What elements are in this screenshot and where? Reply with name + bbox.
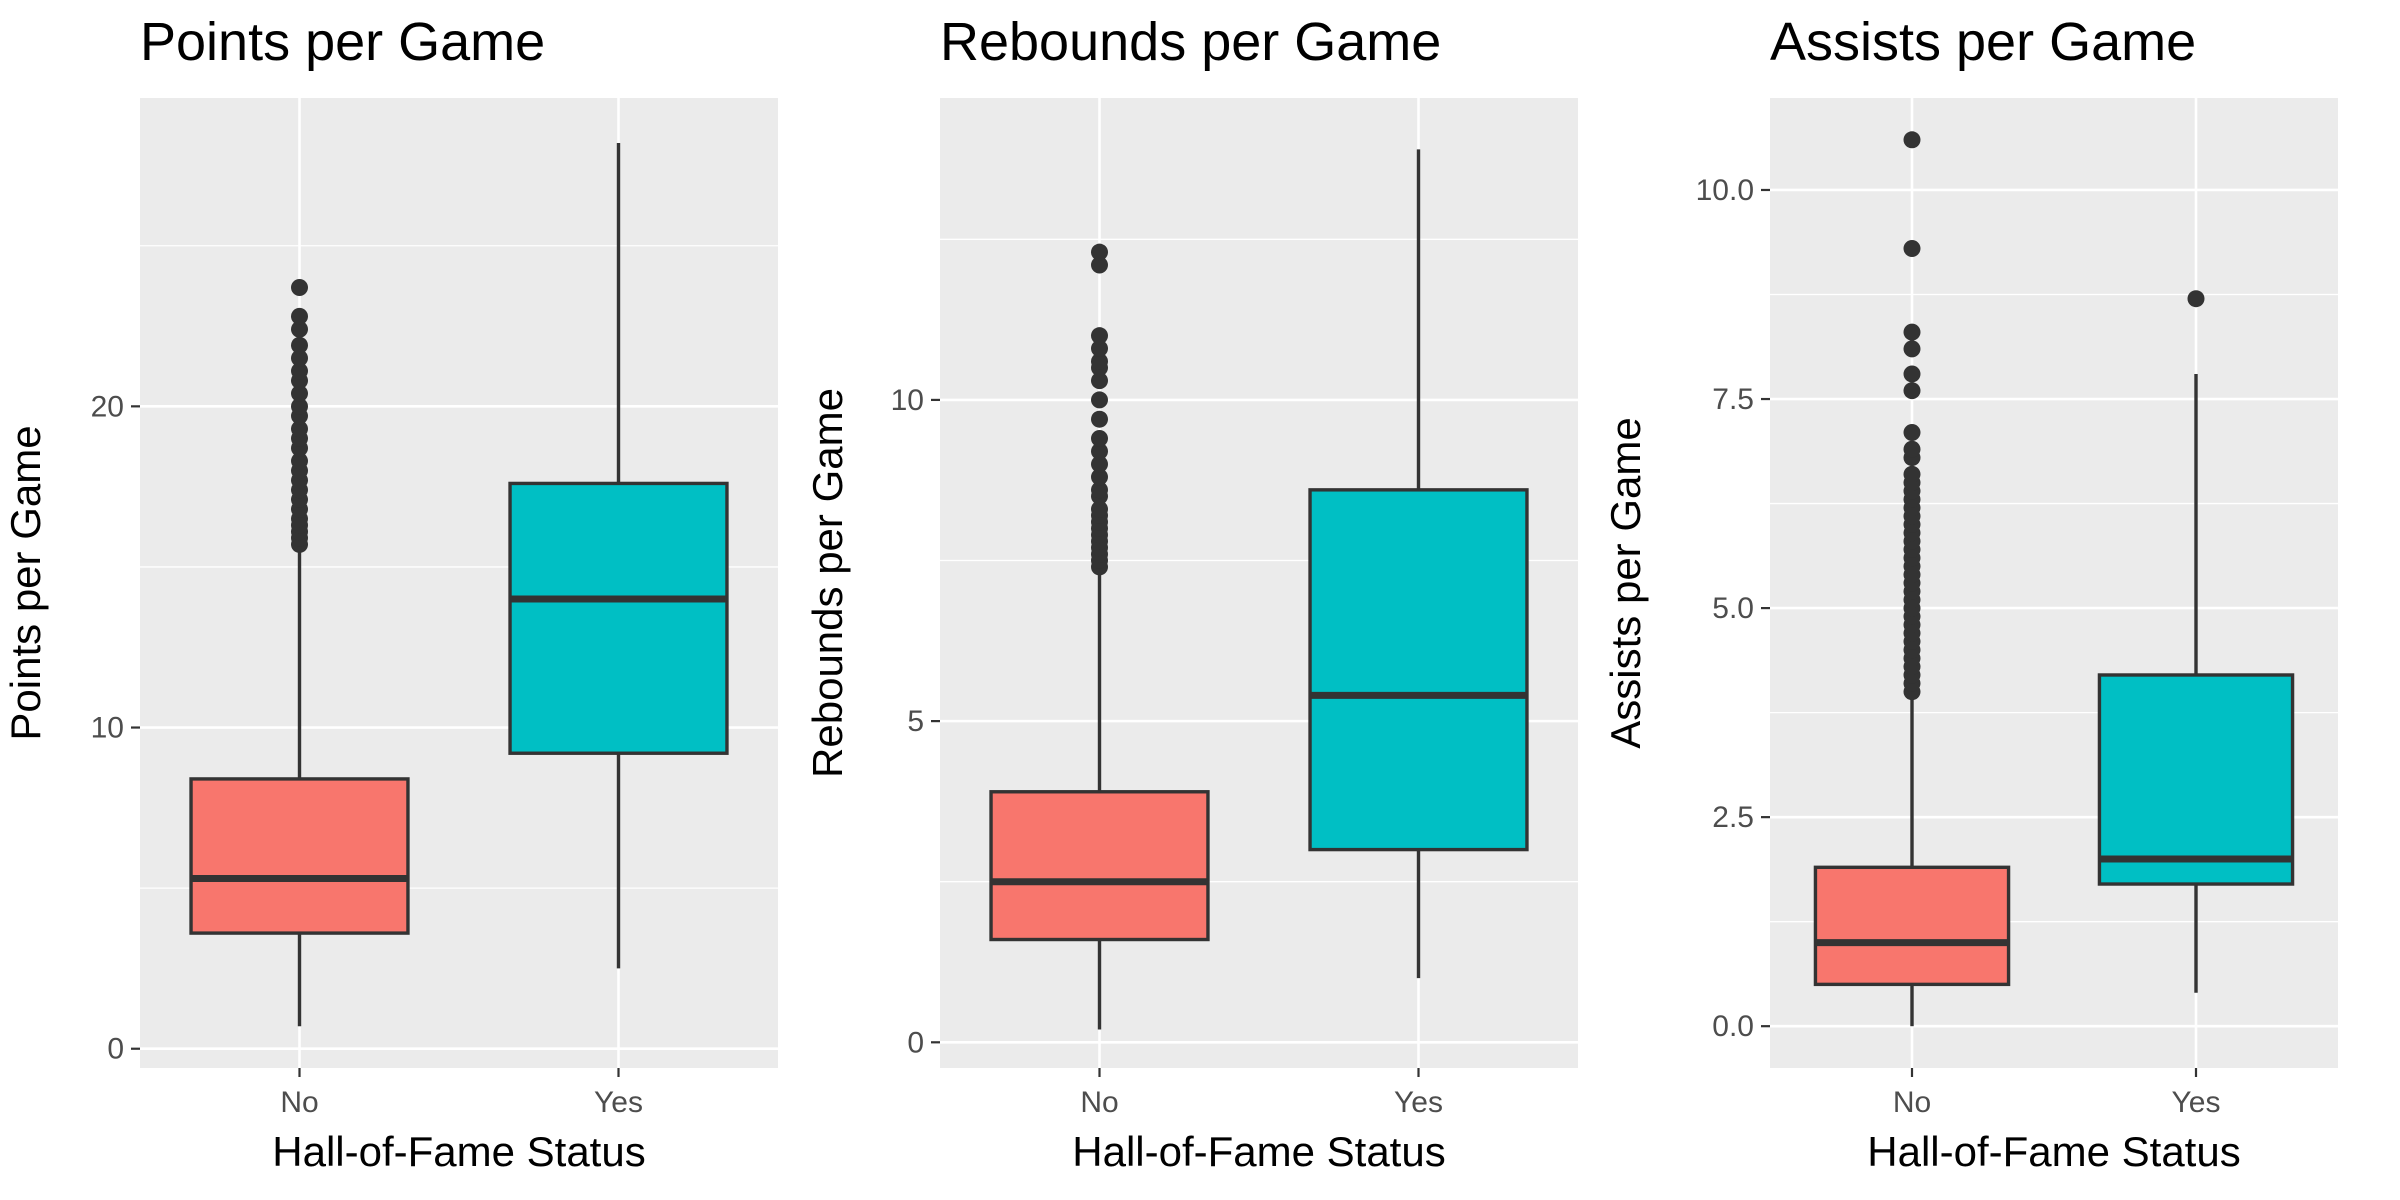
y-axis-title: Points per Game [2,425,49,740]
outlier-point [1903,423,1921,441]
x-tick-label: No [1080,1086,1118,1119]
y-tick-label: 20 [91,390,124,423]
outlier-point [1903,365,1921,383]
outlier-point [291,279,308,297]
x-tick-label: No [1893,1086,1931,1119]
iqr-box [189,777,410,935]
y-axis-title: Assists per Game [1602,417,1649,748]
outlier-point [291,336,308,354]
panel-3: 0.0 2.5 5.0 7.5 10.0 No Yes Assists per Game Hal… [1602,12,2338,1175]
outlier-point [2187,290,2205,308]
y-tick-label: 5.0 [1712,592,1754,625]
y-tick-label: 7.5 [1712,383,1754,416]
outlier-point [1091,455,1108,473]
outlier-point [1091,243,1108,261]
x-tick-label: No [280,1086,318,1119]
box-no [989,243,1210,1030]
x-axis-title: Hall-of-Fame Status [1072,1128,1445,1175]
outlier-point [1903,440,1921,458]
x-tick-label: Yes [1394,1086,1443,1119]
outlier-point [1091,372,1108,390]
outlier-point [1091,410,1108,428]
outlier-point [291,362,308,380]
outlier-point [291,384,308,402]
plot-title: Assists per Game [1770,12,2196,72]
panel-2: 0 5 10 No Yes Rebounds per Game Hall-of-Fame S… [804,12,1578,1175]
x-axis-title: Hall-of-Fame Status [1867,1128,2240,1175]
outlier-point [1091,500,1108,518]
outlier-point [291,452,308,470]
box-yes [508,142,729,969]
outlier-point [291,307,308,325]
x-tick-label: Yes [594,1086,643,1119]
x-axis-title: Hall-of-Fame Status [272,1128,645,1175]
iqr-box [1308,488,1529,852]
outlier-point [291,320,308,338]
panel-1: 0 10 20 No Yes Points per Game Hall-of-Fame St… [2,12,778,1175]
box-no [189,279,410,1027]
outlier-point [1091,256,1108,274]
outlier-point [1091,391,1108,409]
outlier-point [1091,442,1108,460]
plot-title: Rebounds per Game [940,12,1441,72]
outlier-point [1903,382,1921,400]
outlier-point [1091,429,1108,447]
outlier-point [1903,340,1921,358]
x-tick-label: Yes [2172,1086,2221,1119]
box-yes [2097,290,2295,993]
outlier-point [1903,323,1921,341]
outlier-point [1903,465,1921,483]
plot-title: Points per Game [140,12,545,72]
y-tick-label: 5 [907,705,924,738]
y-tick-label: 0 [107,1033,124,1066]
box-yes [1308,149,1529,979]
y-tick-label: 10.0 [1696,174,1754,207]
y-axis-title: Rebounds per Game [804,388,851,778]
outlier-point [1091,327,1108,345]
outlier-point [1091,481,1108,499]
outlier-point [1903,240,1921,258]
outlier-point [291,349,308,367]
iqr-box [2097,673,2295,886]
y-tick-label: 10 [891,384,924,417]
y-tick-label: 0 [907,1026,924,1059]
outlier-point [1903,131,1921,149]
iqr-box [1813,865,2011,987]
box-no [1813,131,2011,1027]
outlier-point [1091,352,1108,370]
outlier-point [291,397,308,415]
y-tick-label: 10 [91,712,124,745]
outlier-point [1091,468,1108,486]
y-tick-label: 2.5 [1712,801,1754,834]
iqr-box [508,481,729,755]
outlier-point [1091,340,1108,358]
outlier-point [291,420,308,438]
iqr-box [989,790,1210,942]
y-tick-label: 0.0 [1712,1010,1754,1043]
